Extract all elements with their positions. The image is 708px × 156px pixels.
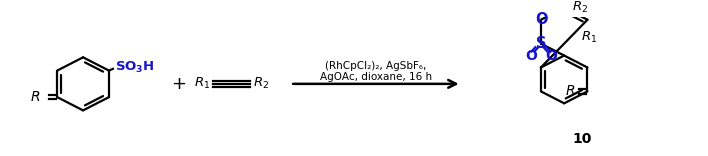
Text: O: O — [545, 49, 556, 63]
Text: $R_1$: $R_1$ — [581, 30, 598, 45]
Text: +: + — [171, 75, 186, 93]
Text: $R_1$: $R_1$ — [193, 76, 210, 91]
Text: R: R — [30, 90, 40, 104]
Text: 10: 10 — [572, 132, 592, 146]
Text: R: R — [566, 84, 576, 98]
Text: $\mathbf{SO_3H}$: $\mathbf{SO_3H}$ — [115, 60, 154, 76]
Text: O: O — [525, 49, 537, 63]
Text: (RhCpCl₂)₂, AgSbF₆,: (RhCpCl₂)₂, AgSbF₆, — [325, 61, 427, 71]
Text: $R_2$: $R_2$ — [572, 0, 588, 15]
Text: O: O — [536, 12, 548, 27]
Text: $R_2$: $R_2$ — [253, 76, 270, 91]
Text: AgOAc, dioxane, 16 h: AgOAc, dioxane, 16 h — [320, 72, 432, 82]
Text: S: S — [536, 36, 546, 51]
